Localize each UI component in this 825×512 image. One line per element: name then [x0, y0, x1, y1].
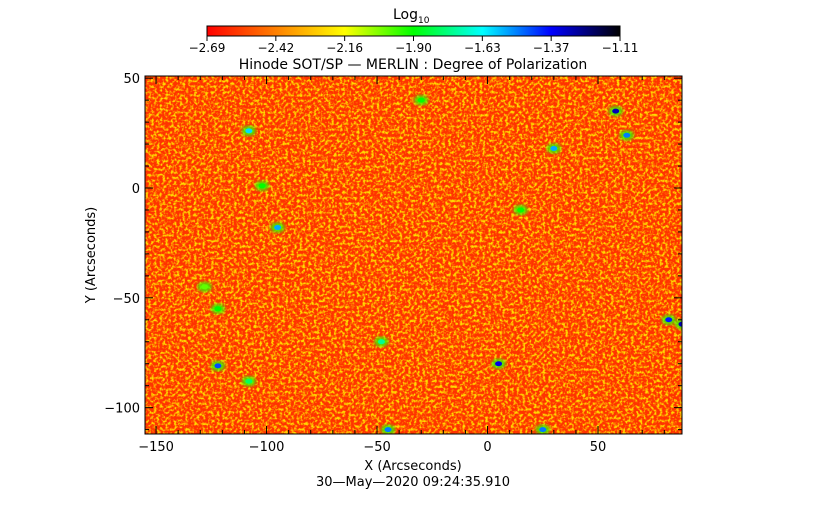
x-tick-label: −100 [249, 440, 285, 455]
colorbar-bar [207, 26, 620, 36]
heatmap-feature [274, 225, 282, 231]
colorbar-tick-label: −1.37 [533, 41, 570, 55]
y-tick-label: 0 [132, 182, 140, 197]
heatmap-feature [245, 378, 253, 384]
colorbar-tick-label: −2.16 [326, 41, 363, 55]
x-axis-label: X (Arcseconds) [364, 459, 461, 474]
y-tick-label: 50 [123, 72, 140, 87]
x-tick-label: 50 [590, 440, 607, 455]
colorbar: Log10 −2.69 −2.42 −2.16 −1.90 −1.63 −1.37 −1.1… [189, 7, 639, 55]
colorbar-tick-label: −1.11 [602, 41, 639, 55]
y-axis-label: Y (Arcseconds) [84, 207, 99, 304]
heatmap-feature [517, 207, 525, 213]
heatmap-area [144, 75, 683, 435]
heatmap-feature [214, 306, 222, 312]
heatmap-features [197, 95, 682, 434]
x-axis: −150 −100 −50 0 50 [138, 76, 665, 455]
heatmap-feature [623, 132, 631, 138]
heatmap-feature [678, 321, 682, 327]
heatmap-feature [214, 363, 222, 369]
timestamp: 30—May—2020 09:24:35.910 [316, 475, 510, 490]
heatmap-feature [550, 145, 558, 151]
colorbar-tick-label: −2.42 [257, 41, 294, 55]
heatmap-feature [245, 128, 253, 134]
heatmap-feature [417, 97, 425, 103]
colorbar-tick-label: −1.63 [464, 41, 501, 55]
y-axis: 50 0 −50 −100 [104, 72, 682, 431]
colorbar-tick-label: −1.90 [395, 41, 432, 55]
heatmap-feature [384, 427, 392, 433]
heatmap-texture [145, 76, 682, 434]
y-tick-label: −50 [113, 292, 140, 307]
heatmap-feature [377, 339, 385, 345]
heatmap-feature [612, 108, 620, 114]
heatmap-feature [665, 317, 673, 323]
chart-title: Hinode SOT/SP — MERLIN : Degree of Polar… [239, 57, 588, 73]
heatmap-feature [201, 284, 209, 290]
y-tick-label: −100 [104, 402, 140, 417]
x-tick-label: 0 [483, 440, 491, 455]
colorbar-ticks: −2.69 −2.42 −2.16 −1.90 −1.63 −1.37 −1.11 [189, 36, 639, 55]
x-tick-label: −50 [363, 440, 390, 455]
colorbar-tick-label: −2.69 [189, 41, 226, 55]
heatmap-feature [539, 427, 547, 433]
heatmap-feature [495, 361, 503, 367]
plot-frame [144, 75, 683, 435]
x-tick-label: −150 [138, 440, 174, 455]
colorbar-label: Log10 [393, 7, 430, 26]
heatmap-feature [258, 183, 266, 189]
